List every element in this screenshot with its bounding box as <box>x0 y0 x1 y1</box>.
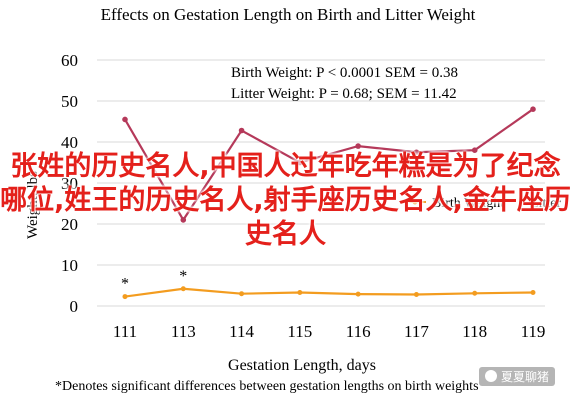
grid <box>97 59 545 307</box>
point-birth-weight-113 <box>180 286 186 292</box>
chart-title: Effects on Gestation Length on Birth and… <box>101 5 476 24</box>
footnote: *Denotes significant differences between… <box>55 379 479 394</box>
y-tick-20: 20 <box>61 215 78 234</box>
point-litter-weight-114 <box>238 127 245 134</box>
star-marker-111: * <box>121 276 129 293</box>
point-birth-weight-118 <box>472 290 478 296</box>
y-tick-40: 40 <box>61 133 78 152</box>
litter-stat-annotation: Litter Weight: P = 0.68; SEM = 11.42 <box>231 86 457 102</box>
y-tick-60: 60 <box>61 51 78 70</box>
point-litter-weight-113 <box>180 217 187 223</box>
series-group <box>122 106 536 300</box>
point-birth-weight-117 <box>413 292 419 298</box>
star-marker-113: * <box>179 268 187 285</box>
x-tick-114: 114 <box>229 322 254 341</box>
point-birth-weight-116 <box>355 291 361 297</box>
y-tick-0: 0 <box>70 297 79 316</box>
legend-birth-label: Birth Weight <box>432 196 504 211</box>
legend-birth-marker <box>412 199 418 205</box>
point-litter-weight-115 <box>297 159 303 166</box>
point-litter-weight-116 <box>355 143 361 149</box>
point-litter-weight-117 <box>413 149 420 156</box>
series-line-birth-weight <box>124 287 534 298</box>
point-birth-weight-114 <box>239 291 245 297</box>
overlay-text: 张姓的历史名人,中国人过年吃年糕是为了纪念哪位,姓王的历史名人,射手座历史名人,… <box>0 151 571 250</box>
y-axis-label: Weight, lbs <box>25 171 41 239</box>
x-tick-111: 111 <box>113 322 137 341</box>
y-tick-50: 50 <box>61 92 78 111</box>
y-tick-30: 30 <box>61 174 78 193</box>
x-tick-117: 117 <box>404 322 429 341</box>
watermark-label: 夏夏聊猪 <box>500 370 549 384</box>
wechat-icon <box>484 370 497 382</box>
legend: Birth Weight Litter <box>405 196 561 211</box>
x-tick-labels: 111 113 114 115 116 117 118 119 <box>113 322 546 341</box>
point-birth-weight-115 <box>297 289 303 295</box>
x-tick-115: 115 <box>287 322 312 341</box>
x-axis-label: Gestation Length, days <box>228 357 376 374</box>
birth-stat-annotation: Birth Weight: P < 0.0001 SEM = 0.38 <box>231 65 458 81</box>
x-tick-119: 119 <box>521 322 546 341</box>
point-birth-weight-111 <box>122 294 128 300</box>
series-line-litter-weight <box>124 108 534 222</box>
y-tick-labels: 0 10 20 30 40 50 60 <box>61 51 78 316</box>
point-birth-weight-119 <box>530 289 536 295</box>
x-tick-118: 118 <box>462 322 487 341</box>
legend-litter-label: Litter <box>530 196 561 211</box>
point-litter-weight-119 <box>530 106 536 112</box>
x-tick-116: 116 <box>346 322 371 341</box>
point-litter-weight-118 <box>471 147 478 153</box>
point-litter-weight-111 <box>122 116 128 123</box>
watermark: 夏夏聊猪 <box>478 367 555 386</box>
significance-markers: * * <box>121 268 187 293</box>
y-tick-10: 10 <box>61 256 78 275</box>
x-tick-113: 113 <box>171 322 196 341</box>
